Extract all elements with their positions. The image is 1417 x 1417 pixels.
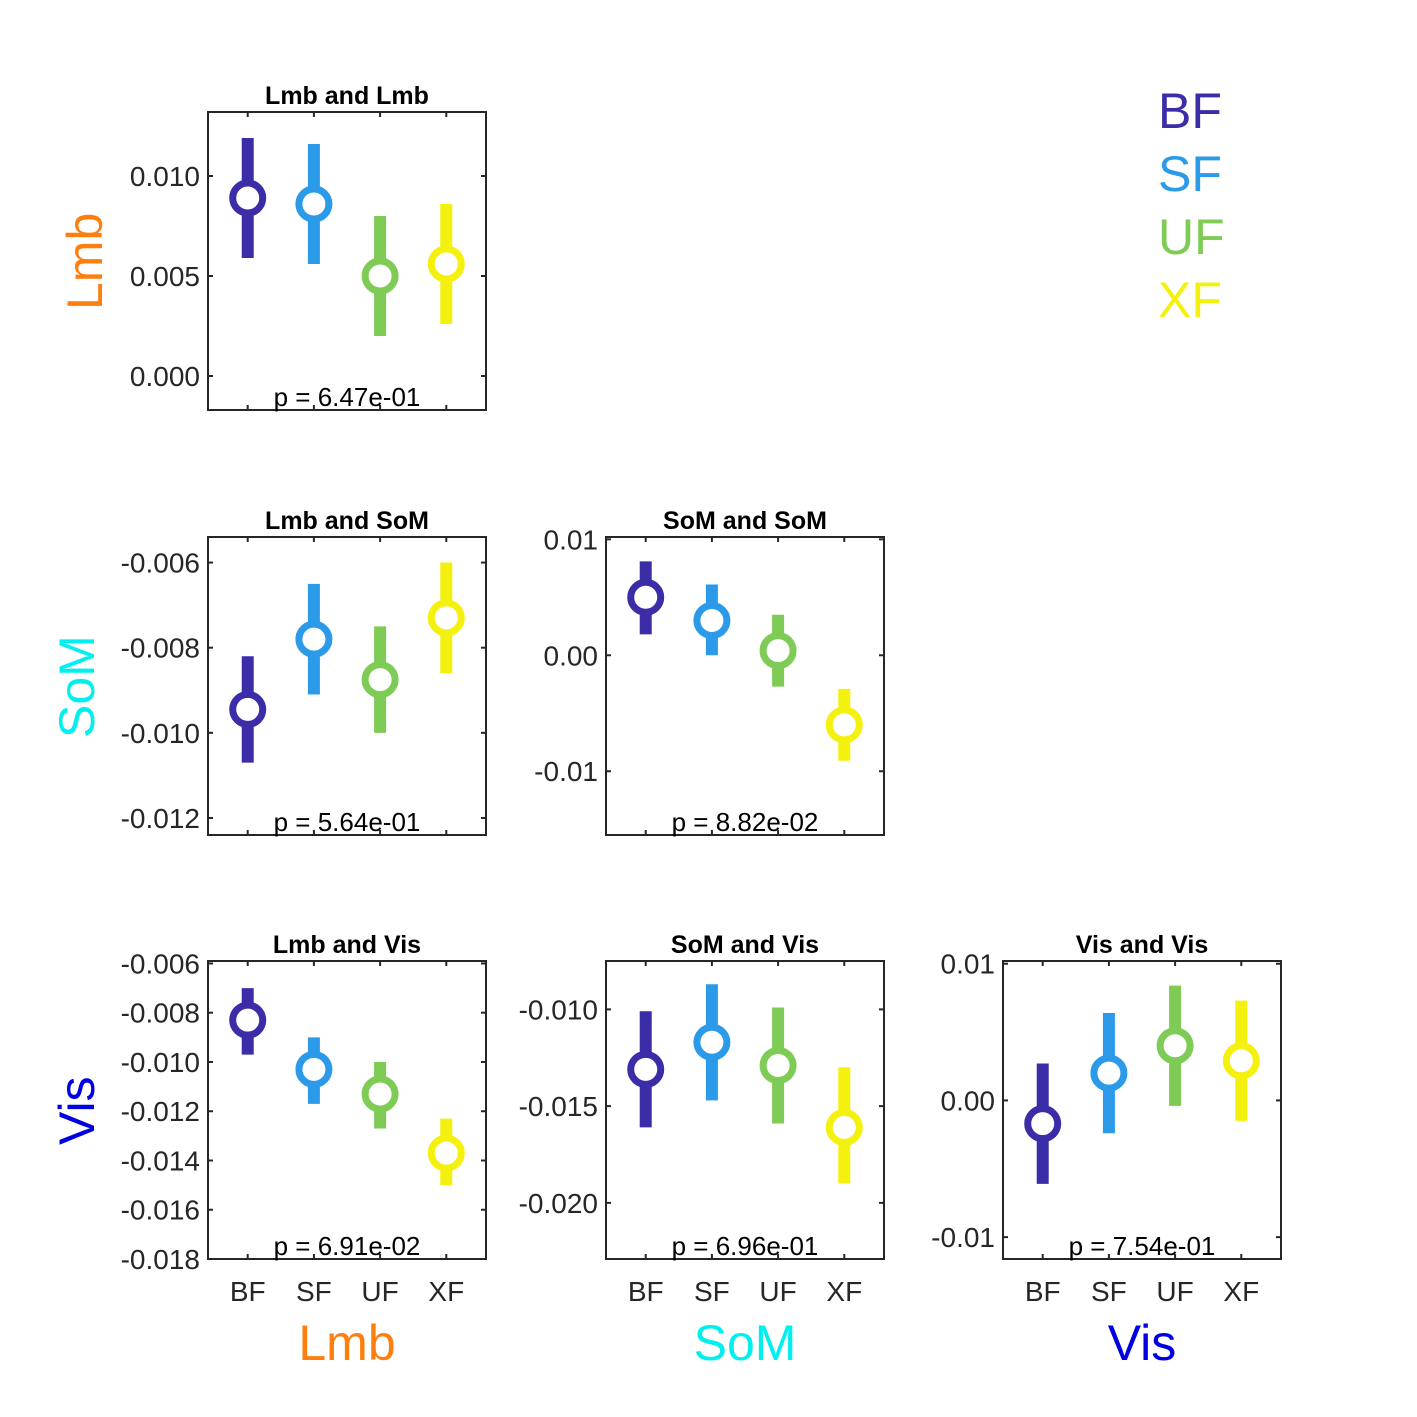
x-tick-label: SF: [296, 1276, 332, 1307]
x-tick-label: UF: [1156, 1276, 1193, 1307]
axes-box: [605, 960, 885, 1260]
chart-title: SoM and Vis: [671, 931, 819, 959]
column-label-som: SoM: [693, 1315, 797, 1371]
mean-marker-uf: [361, 661, 399, 699]
mean-marker-bf: [229, 690, 267, 728]
chart-panel-2: -0.012 -0.010 -0.008 -0.006 Lmb and SoM p = 5…: [121, 507, 487, 837]
mean-marker-xf: [825, 706, 863, 744]
mean-marker-sf: [295, 185, 333, 223]
mean-marker-sf: [693, 1023, 731, 1061]
axes-box: [207, 536, 487, 836]
x-tick-label: UF: [361, 1276, 398, 1307]
chart-title: Lmb and Vis: [273, 931, 421, 959]
x-tick-label: BF: [230, 1276, 266, 1307]
chart-panel-3: -0.01 0.00 0.01 SoM and SoM p = 8.82e-02: [534, 507, 885, 837]
y-tick-label: -0.008: [121, 998, 200, 1029]
x-tick-label: UF: [759, 1276, 796, 1307]
legend-uf: UF: [1158, 209, 1225, 265]
p-value-annotation: p = 8.82e-02: [672, 807, 819, 837]
x-tick-label: XF: [826, 1276, 862, 1307]
mean-marker-sf: [295, 1050, 333, 1088]
mean-marker-xf: [427, 245, 465, 283]
x-tick-label: SF: [694, 1276, 730, 1307]
chart-title: SoM and SoM: [663, 507, 827, 535]
y-tick-label: -0.008: [121, 633, 200, 664]
mean-marker-bf: [229, 1001, 267, 1039]
y-tick-label: -0.012: [121, 803, 200, 834]
y-tick-label: 0.01: [544, 524, 599, 555]
chart-panel-6: -0.01 0.00 0.01 BF SF UF XF Vis and Vis p = 7.54…: [931, 931, 1282, 1307]
chart-title: Vis and Vis: [1076, 931, 1208, 959]
mean-marker-sf: [1090, 1054, 1128, 1092]
x-tick-label: XF: [428, 1276, 464, 1307]
axes-box: [207, 111, 487, 411]
chart-panel-5: -0.020 -0.015 -0.010 BF SF UF XF SoM and Vis p =…: [519, 931, 885, 1307]
p-value-annotation: p = 6.96e-01: [672, 1231, 819, 1261]
y-tick-label: -0.010: [121, 1047, 200, 1078]
mean-marker-uf: [759, 632, 797, 670]
chart-title: Lmb and SoM: [265, 507, 429, 535]
row-label-som: SoM: [49, 635, 105, 738]
x-tick-label: SF: [1091, 1276, 1127, 1307]
p-value-annotation: p = 6.47e-01: [274, 382, 421, 412]
chart-panel-1: 0.000 0.005 0.010 Lmb and Lmb p = 6.47e-01: [130, 82, 487, 412]
mean-marker-bf: [627, 578, 665, 616]
mean-marker-xf: [825, 1108, 863, 1146]
chart-panel-4: -0.018 -0.016 -0.014 -0.012 -0.010 -0.008 -0.0…: [121, 931, 487, 1307]
y-tick-label: -0.006: [121, 948, 200, 979]
p-value-annotation: p = 7.54e-01: [1069, 1231, 1216, 1261]
axes-box: [605, 536, 885, 836]
y-tick-label: 0.010: [130, 161, 200, 192]
y-tick-label: 0.01: [941, 949, 996, 980]
mean-marker-xf: [1222, 1042, 1260, 1080]
y-tick-label: 0.00: [544, 640, 599, 671]
y-tick-label: -0.018: [121, 1244, 200, 1275]
y-tick-label: 0.000: [130, 361, 200, 392]
mean-marker-uf: [361, 257, 399, 295]
legend-bf: BF: [1158, 83, 1222, 139]
x-tick-label: BF: [1025, 1276, 1061, 1307]
mean-marker-uf: [759, 1046, 797, 1084]
y-tick-label: 0.00: [941, 1085, 996, 1116]
column-label-vis: Vis: [1107, 1315, 1177, 1371]
mean-marker-sf: [295, 620, 333, 658]
y-tick-label: 0.005: [130, 261, 200, 292]
y-tick-label: -0.020: [519, 1188, 598, 1219]
x-tick-label: XF: [1223, 1276, 1259, 1307]
mean-marker-uf: [1156, 1027, 1194, 1065]
mean-marker-uf: [361, 1075, 399, 1113]
y-tick-label: -0.015: [519, 1091, 598, 1122]
y-tick-label: -0.006: [121, 548, 200, 579]
axes-box: [1002, 960, 1282, 1260]
mean-marker-bf: [1024, 1105, 1062, 1143]
y-tick-label: -0.012: [121, 1096, 200, 1127]
y-tick-label: -0.016: [121, 1195, 200, 1226]
p-value-annotation: p = 6.91e-02: [274, 1231, 421, 1261]
mean-marker-xf: [427, 599, 465, 637]
y-tick-label: -0.01: [931, 1222, 995, 1253]
mean-marker-bf: [627, 1050, 665, 1088]
row-label-lmb: Lmb: [57, 212, 113, 310]
mean-marker-sf: [693, 601, 731, 639]
axes-box: [207, 960, 487, 1260]
legend-xf: XF: [1158, 272, 1222, 328]
column-label-lmb: Lmb: [298, 1315, 396, 1371]
y-tick-label: -0.010: [121, 718, 200, 749]
mean-marker-bf: [229, 179, 267, 217]
x-tick-label: BF: [628, 1276, 664, 1307]
p-value-annotation: p = 5.64e-01: [274, 807, 421, 837]
chart-title: Lmb and Lmb: [265, 82, 429, 110]
mean-marker-xf: [427, 1134, 465, 1172]
legend-sf: SF: [1158, 146, 1222, 202]
row-label-vis: Vis: [49, 1076, 105, 1145]
y-tick-label: -0.01: [534, 756, 598, 787]
y-tick-label: -0.014: [121, 1145, 200, 1176]
y-tick-label: -0.010: [519, 994, 598, 1025]
